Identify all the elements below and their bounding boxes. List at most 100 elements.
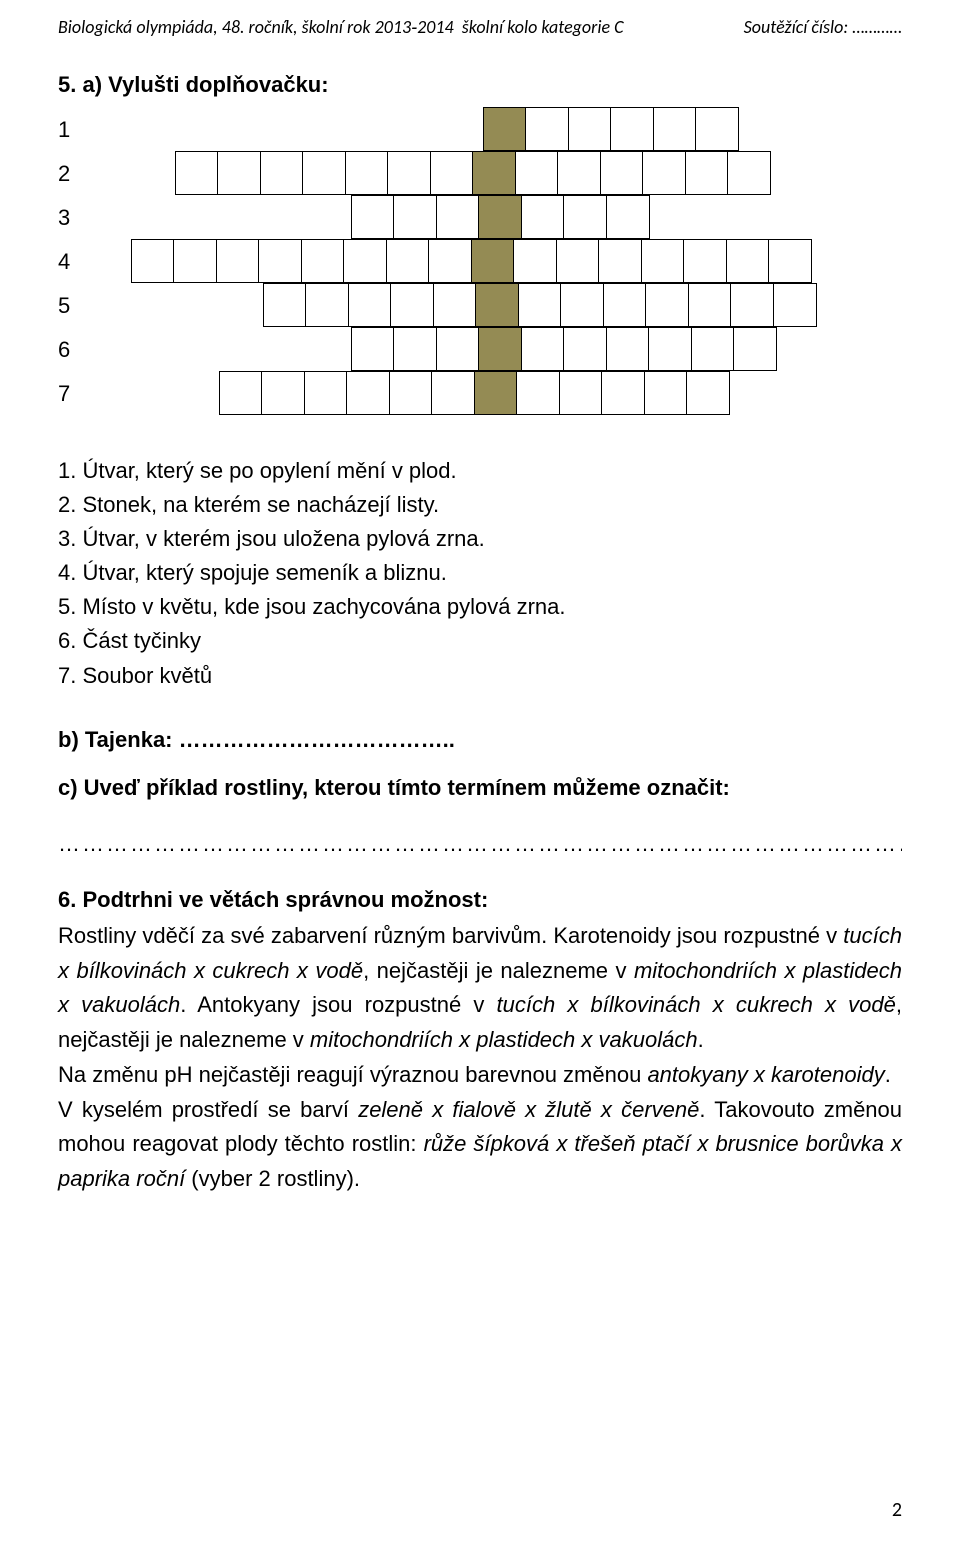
- task5-title: 5. a) Vylušti doplňovačku:: [58, 72, 902, 98]
- crossword-cell: [346, 371, 390, 415]
- crossword-cell: [301, 239, 345, 283]
- body-text: Rostliny vděčí za své zabarvení různým b…: [58, 923, 843, 948]
- crossword-row: 7: [58, 372, 902, 416]
- crossword-cell-tajenka: [478, 195, 522, 239]
- task6-body: Rostliny vděčí za své zabarvení různým b…: [58, 919, 902, 1197]
- crossword-cell: [648, 327, 692, 371]
- clue-7: 7. Soubor květů: [58, 659, 902, 693]
- body-text: (vyber 2 rostliny).: [185, 1166, 360, 1191]
- crossword-row-number: 7: [58, 381, 88, 407]
- crossword-row-number: 6: [58, 337, 88, 363]
- crossword-cell: [393, 195, 437, 239]
- crossword-cell: [431, 371, 475, 415]
- crossword-clues: 1. Útvar, který se po opylení mění v plo…: [58, 454, 902, 693]
- crossword-cell: [695, 107, 739, 151]
- crossword-cell: [610, 107, 654, 151]
- clue-2: 2. Stonek, na kterém se nacházejí listy.: [58, 488, 902, 522]
- clue-5: 5. Místo v květu, kde jsou zachycována p…: [58, 590, 902, 624]
- crossword-cell: [691, 327, 735, 371]
- tajenka-label: b) Tajenka: ………………………………..: [58, 727, 455, 752]
- crossword-cell: [258, 239, 302, 283]
- crossword-cell: [343, 239, 387, 283]
- clue-4: 4. Útvar, který spojuje semeník a bliznu…: [58, 556, 902, 590]
- crossword-cell: [733, 327, 777, 371]
- crossword-grid: 1234567: [58, 108, 902, 416]
- crossword-cell: [686, 371, 730, 415]
- crossword-cell: [175, 151, 219, 195]
- crossword-cell: [436, 327, 480, 371]
- task6-title: 6. Podtrhni ve větách správnou možnost:: [58, 887, 902, 913]
- crossword-cell: [563, 195, 607, 239]
- italic-option: mitochondriích x plastidech x vakuolách: [310, 1027, 698, 1052]
- crossword-cell: [393, 327, 437, 371]
- crossword-cell: [730, 283, 774, 327]
- crossword-cell: [131, 239, 175, 283]
- crossword-cell-tajenka: [471, 239, 515, 283]
- crossword-cell: [645, 283, 689, 327]
- crossword-cell: [351, 195, 395, 239]
- clue-3: 3. Útvar, v kterém jsou uložena pylová z…: [58, 522, 902, 556]
- body-text: , nejčastěji je nalezneme v: [363, 958, 634, 983]
- crossword-cell: [688, 283, 732, 327]
- crossword-cell: [521, 327, 565, 371]
- crossword-row: 4: [58, 240, 902, 284]
- crossword-cell: [345, 151, 389, 195]
- crossword-cell: [302, 151, 346, 195]
- crossword-cell: [653, 107, 697, 151]
- crossword-cell: [727, 151, 771, 195]
- crossword-cell-tajenka: [475, 283, 519, 327]
- crossword-cell: [513, 239, 557, 283]
- crossword-cell: [557, 151, 601, 195]
- crossword-row: 2: [58, 152, 902, 196]
- crossword-cell: [516, 371, 560, 415]
- crossword-cell: [641, 239, 685, 283]
- clue-1: 1. Útvar, který se po opylení mění v plo…: [58, 454, 902, 488]
- crossword-cell: [600, 151, 644, 195]
- crossword-cell: [428, 239, 472, 283]
- crossword-cell: [430, 151, 474, 195]
- crossword-row-number: 5: [58, 293, 88, 319]
- crossword-row-number: 3: [58, 205, 88, 231]
- crossword-cell: [525, 107, 569, 151]
- crossword-cell-tajenka: [474, 371, 518, 415]
- crossword-cell: [563, 327, 607, 371]
- crossword-row: 3: [58, 196, 902, 240]
- c-label: c) Uveď příklad rostliny, kterou tímto t…: [58, 775, 730, 800]
- c-line: c) Uveď příklad rostliny, kterou tímto t…: [58, 771, 902, 805]
- crossword-cell: [304, 371, 348, 415]
- italic-option: tucích x bílkovinách x cukrech x vodě: [497, 992, 896, 1017]
- crossword-cell: [642, 151, 686, 195]
- body-text: V kyselém prostředí se barví: [58, 1097, 358, 1122]
- crossword-cell: [261, 371, 305, 415]
- crossword-cell: [515, 151, 559, 195]
- crossword-cell: [436, 195, 480, 239]
- crossword-cell: [390, 283, 434, 327]
- crossword-cell: [216, 239, 260, 283]
- italic-option: zeleně x fialově x žlutě x červeně: [358, 1097, 699, 1122]
- crossword-cell: [768, 239, 812, 283]
- crossword-cell: [568, 107, 612, 151]
- crossword-cell: [644, 371, 688, 415]
- header-right-label: Soutěžící číslo:: [744, 16, 853, 38]
- crossword-cell: [773, 283, 817, 327]
- clue-6: 6. Část tyčinky: [58, 624, 902, 658]
- crossword-cell: [560, 283, 604, 327]
- crossword-cell: [598, 239, 642, 283]
- italic-option: antokyany x karotenoidy: [647, 1062, 884, 1087]
- crossword-cell: [521, 195, 565, 239]
- body-text: Na změnu pH nejčastěji reagují výraznou …: [58, 1062, 647, 1087]
- tajenka-line: b) Tajenka: ………………………………..: [58, 723, 902, 757]
- crossword-cell: [603, 283, 647, 327]
- crossword-cell-tajenka: [472, 151, 516, 195]
- page-number: 2: [892, 1498, 902, 1522]
- page-header: Biologická olympiáda, 48. ročník, školní…: [58, 16, 902, 38]
- crossword-cell: [173, 239, 217, 283]
- body-text: . Antokyany jsou rozpustné v: [180, 992, 496, 1017]
- crossword-row: 6: [58, 328, 902, 372]
- header-right-dots: [852, 16, 902, 38]
- crossword-cell: [606, 327, 650, 371]
- crossword-cell: [305, 283, 349, 327]
- crossword-row-number: 4: [58, 249, 88, 275]
- crossword-cell: [389, 371, 433, 415]
- crossword-cell: [351, 327, 395, 371]
